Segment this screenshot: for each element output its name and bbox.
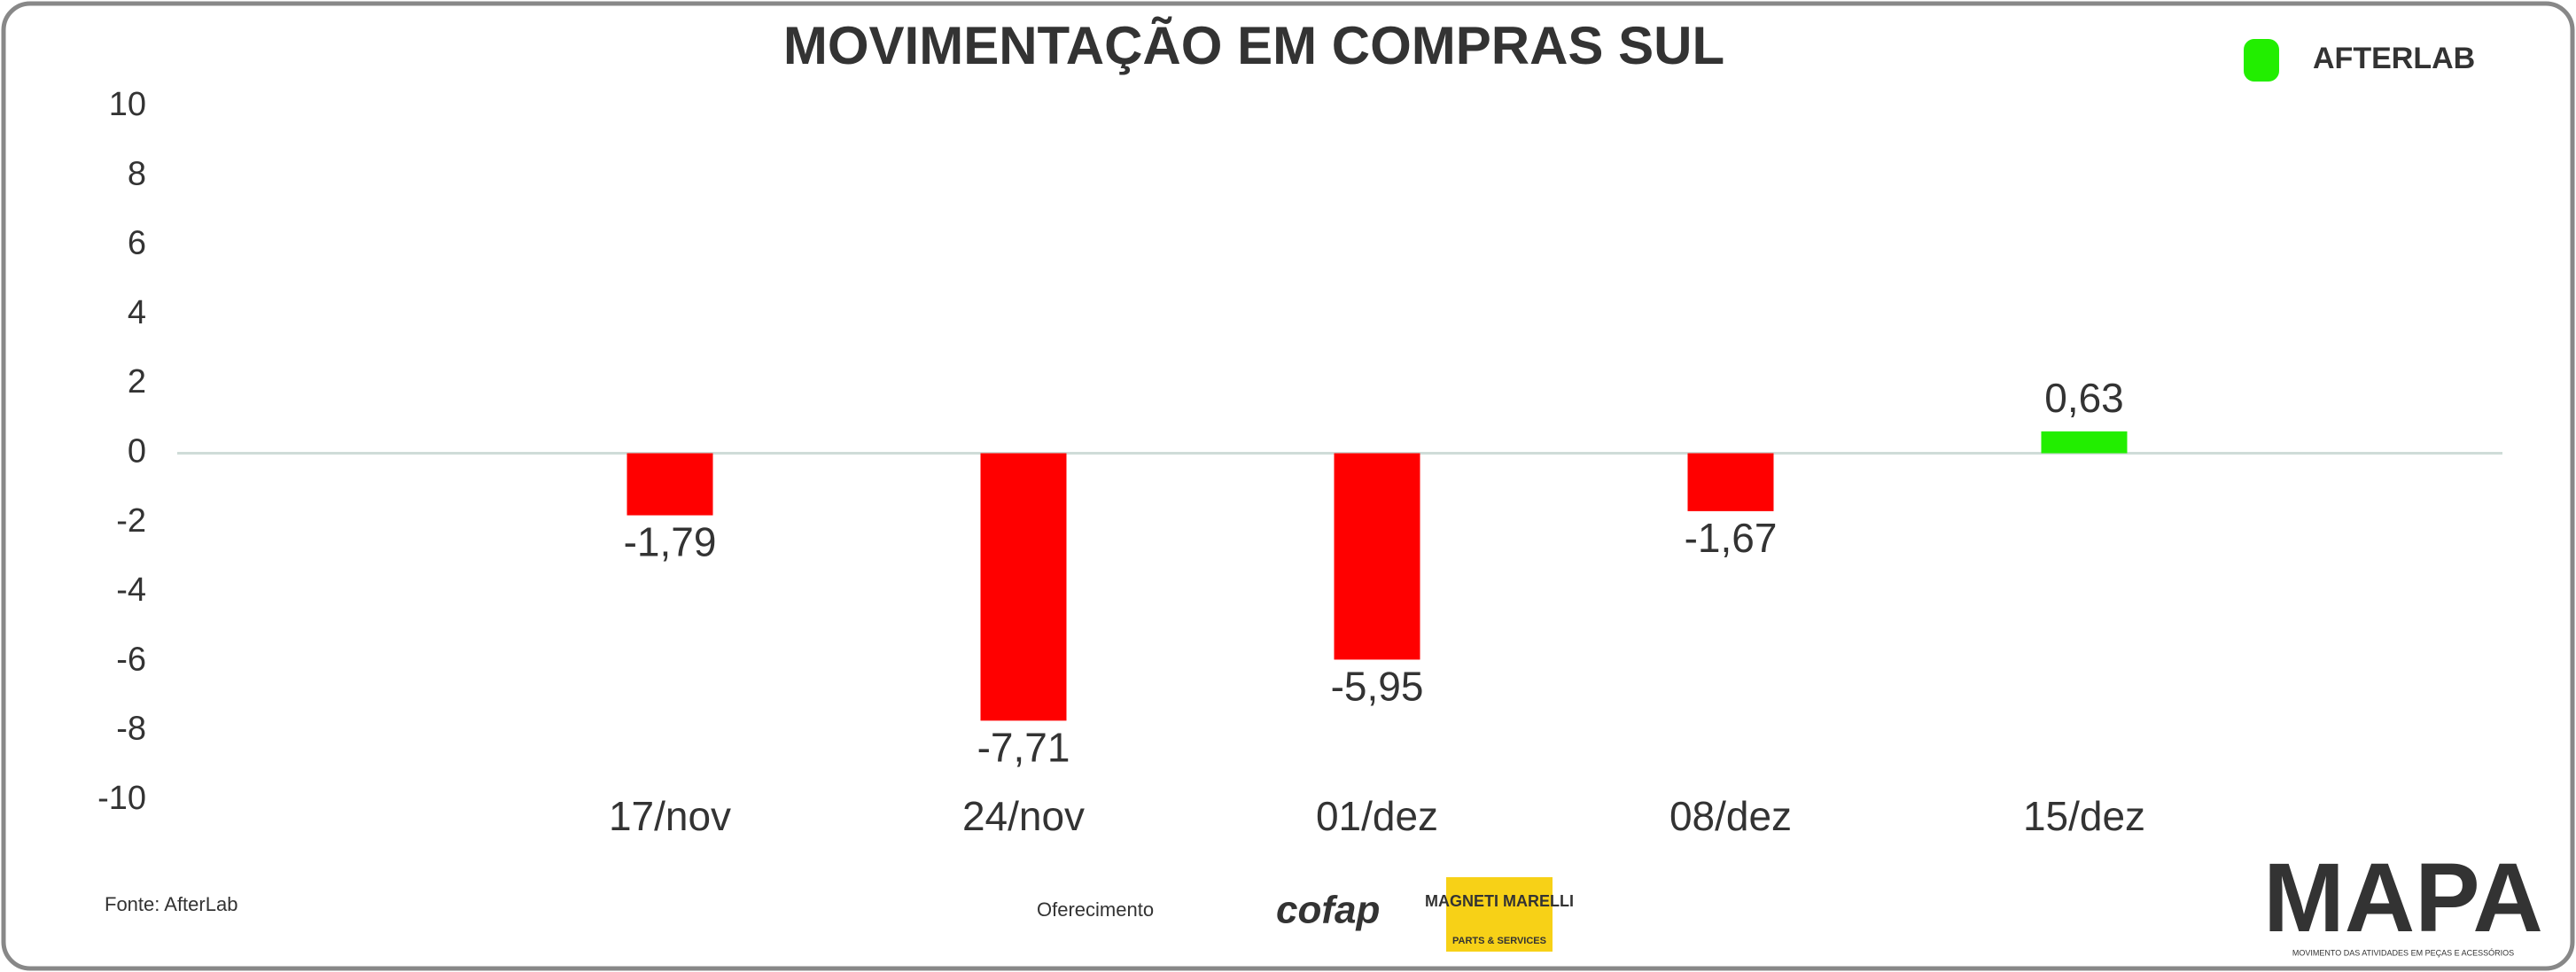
- value-label: -1,79: [624, 519, 717, 565]
- bar: [626, 453, 713, 516]
- x-tick-label: 08/dez: [1669, 793, 1792, 839]
- value-label: 0,63: [2044, 375, 2124, 421]
- y-tick-label: 10: [109, 86, 146, 123]
- value-label: -5,95: [1331, 664, 1424, 710]
- bar: [2041, 431, 2128, 454]
- y-tick-label: -6: [116, 641, 146, 678]
- y-tick-label: 0: [128, 433, 146, 470]
- mapa-logo: MAPA: [2263, 844, 2543, 953]
- bar: [1687, 453, 1774, 511]
- x-tick-label: 01/dez: [1316, 793, 1438, 839]
- y-tick-label: -4: [116, 572, 146, 609]
- y-tick-label: -8: [116, 711, 146, 748]
- y-tick-label: 6: [128, 225, 146, 262]
- value-label: -1,67: [1685, 515, 1778, 561]
- sponsor-label: Oferecimento: [1037, 898, 1154, 921]
- y-tick-label: 8: [128, 155, 146, 192]
- x-tick-label: 15/dez: [2023, 793, 2145, 839]
- mapa-subtitle: MOVIMENTO DAS ATIVIDADES EM PEÇAS E ACES…: [2292, 948, 2514, 957]
- y-tick-label: 2: [128, 363, 146, 400]
- bar: [980, 453, 1067, 721]
- y-tick-label: -2: [116, 502, 146, 540]
- value-label: -7,71: [977, 725, 1070, 771]
- brand-logo: AFTERLAB: [2244, 39, 2475, 82]
- bar: [1334, 453, 1420, 660]
- source: Fonte: AfterLab: [105, 893, 237, 915]
- sponsor-logo-box: [1446, 877, 1553, 952]
- y-tick-label: 4: [128, 294, 146, 331]
- y-tick-label: -10: [97, 780, 146, 817]
- x-tick-label: 24/nov: [962, 793, 1085, 839]
- x-tick-label: 17/nov: [609, 793, 731, 839]
- brand-name: AFTERLAB: [2313, 42, 2475, 75]
- brand-icon: [2244, 39, 2279, 82]
- sponsor-logo-sub: PARTS & SERVICES: [1452, 936, 1546, 946]
- sponsor-logo: MAGNETI MARELLI: [1425, 892, 1574, 910]
- sponsor-logo: cofap: [1276, 889, 1380, 932]
- chart-title: MOVIMENTAÇÃO EM COMPRAS SUL: [783, 16, 1724, 75]
